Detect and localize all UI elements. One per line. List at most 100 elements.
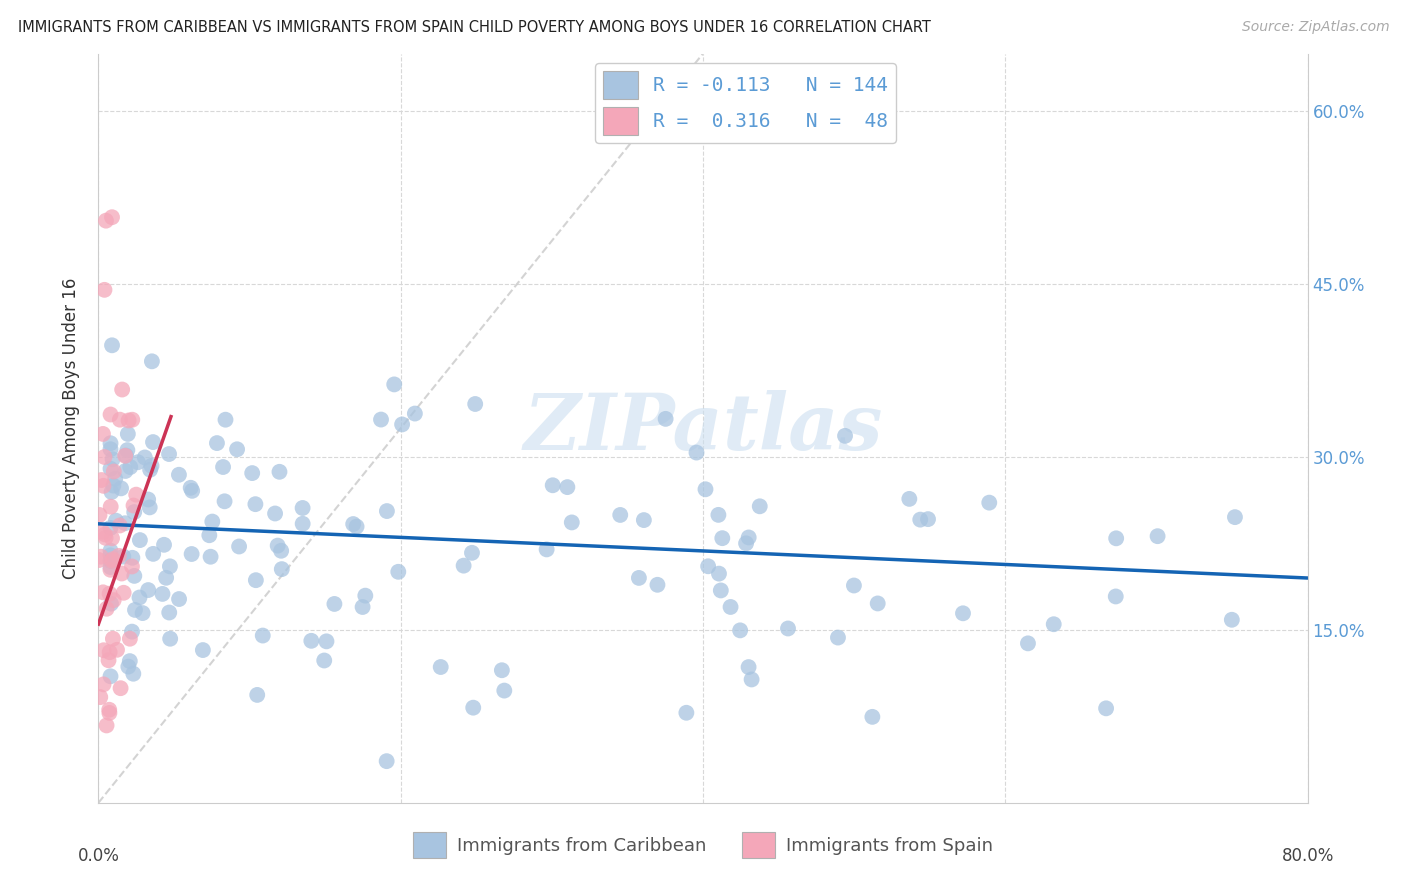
Point (291, 516, 314, 531)
Point (491, 663, 513, 677)
Point (609, 508, 631, 522)
Point (131, 606, 153, 620)
Point (464, 397, 486, 411)
Point (110, 481, 132, 495)
Point (266, 539, 288, 553)
Point (776, 622, 799, 636)
Point (115, 449, 138, 463)
Point (142, 435, 165, 450)
Point (697, 559, 720, 574)
Point (138, 500, 160, 515)
Point (127, 455, 149, 469)
Point (952, 607, 974, 621)
Point (91, 524, 114, 539)
Point (391, 417, 413, 432)
Point (93, 677, 115, 691)
Point (741, 673, 763, 687)
Point (711, 531, 734, 545)
Point (463, 700, 485, 714)
Point (246, 688, 269, 702)
Point (90, 473, 112, 487)
Point (112, 586, 135, 600)
Point (101, 452, 124, 467)
Point (100, 554, 122, 568)
Point (695, 483, 717, 497)
Point (118, 632, 141, 646)
Point (141, 354, 163, 368)
Point (93, 643, 115, 657)
Point (89, 508, 111, 522)
Point (180, 481, 202, 495)
Point (252, 629, 274, 643)
Point (342, 516, 364, 531)
Point (654, 412, 676, 426)
Point (117, 659, 139, 673)
Point (167, 592, 190, 607)
Point (214, 413, 236, 427)
Point (346, 519, 368, 533)
Point (120, 460, 142, 475)
Point (110, 681, 132, 696)
Point (557, 480, 579, 494)
Point (100, 442, 122, 457)
Point (1220, 613, 1243, 627)
Point (834, 429, 856, 443)
Text: 80.0%: 80.0% (1281, 847, 1334, 864)
Point (382, 377, 405, 392)
Point (270, 562, 292, 576)
Point (842, 578, 865, 592)
Point (898, 491, 921, 506)
Point (87, 553, 110, 567)
Point (124, 603, 146, 617)
Point (152, 587, 174, 601)
Text: IMMIGRANTS FROM CARIBBEAN VS IMMIGRANTS FROM SPAIN CHILD POVERTY AMONG BOYS UNDE: IMMIGRANTS FROM CARIBBEAN VS IMMIGRANTS … (18, 20, 931, 35)
Point (100, 521, 122, 535)
Point (375, 754, 398, 768)
Point (136, 583, 159, 598)
Point (128, 591, 150, 605)
Point (429, 660, 451, 674)
Point (121, 413, 143, 427)
Point (352, 599, 374, 614)
Point (240, 466, 263, 480)
Point (860, 710, 883, 724)
Point (100, 408, 122, 422)
Point (647, 578, 669, 592)
Point (159, 559, 181, 574)
Point (707, 508, 730, 522)
Point (114, 449, 136, 463)
Point (108, 549, 131, 563)
Point (633, 513, 655, 527)
Point (114, 464, 136, 478)
Point (139, 463, 162, 477)
Point (191, 643, 214, 657)
Point (748, 500, 770, 514)
Point (98, 587, 121, 601)
Point (159, 632, 181, 646)
Point (100, 563, 122, 577)
Point (1146, 529, 1168, 543)
Point (707, 566, 730, 581)
Point (141, 458, 163, 473)
Point (1223, 510, 1246, 524)
Point (100, 485, 122, 500)
Point (93, 283, 115, 297)
Point (100, 549, 122, 563)
Point (101, 211, 124, 225)
Point (299, 633, 322, 648)
Point (105, 642, 128, 657)
Point (121, 559, 143, 574)
Point (201, 515, 224, 529)
Point (866, 597, 889, 611)
Point (453, 558, 475, 573)
Point (94, 213, 117, 227)
Point (917, 512, 939, 526)
Text: 0.0%: 0.0% (77, 847, 120, 864)
Point (541, 478, 564, 492)
Point (117, 413, 139, 427)
Point (108, 412, 131, 426)
Point (89, 690, 111, 705)
Point (200, 549, 222, 564)
Point (315, 634, 337, 648)
Point (91, 585, 114, 599)
